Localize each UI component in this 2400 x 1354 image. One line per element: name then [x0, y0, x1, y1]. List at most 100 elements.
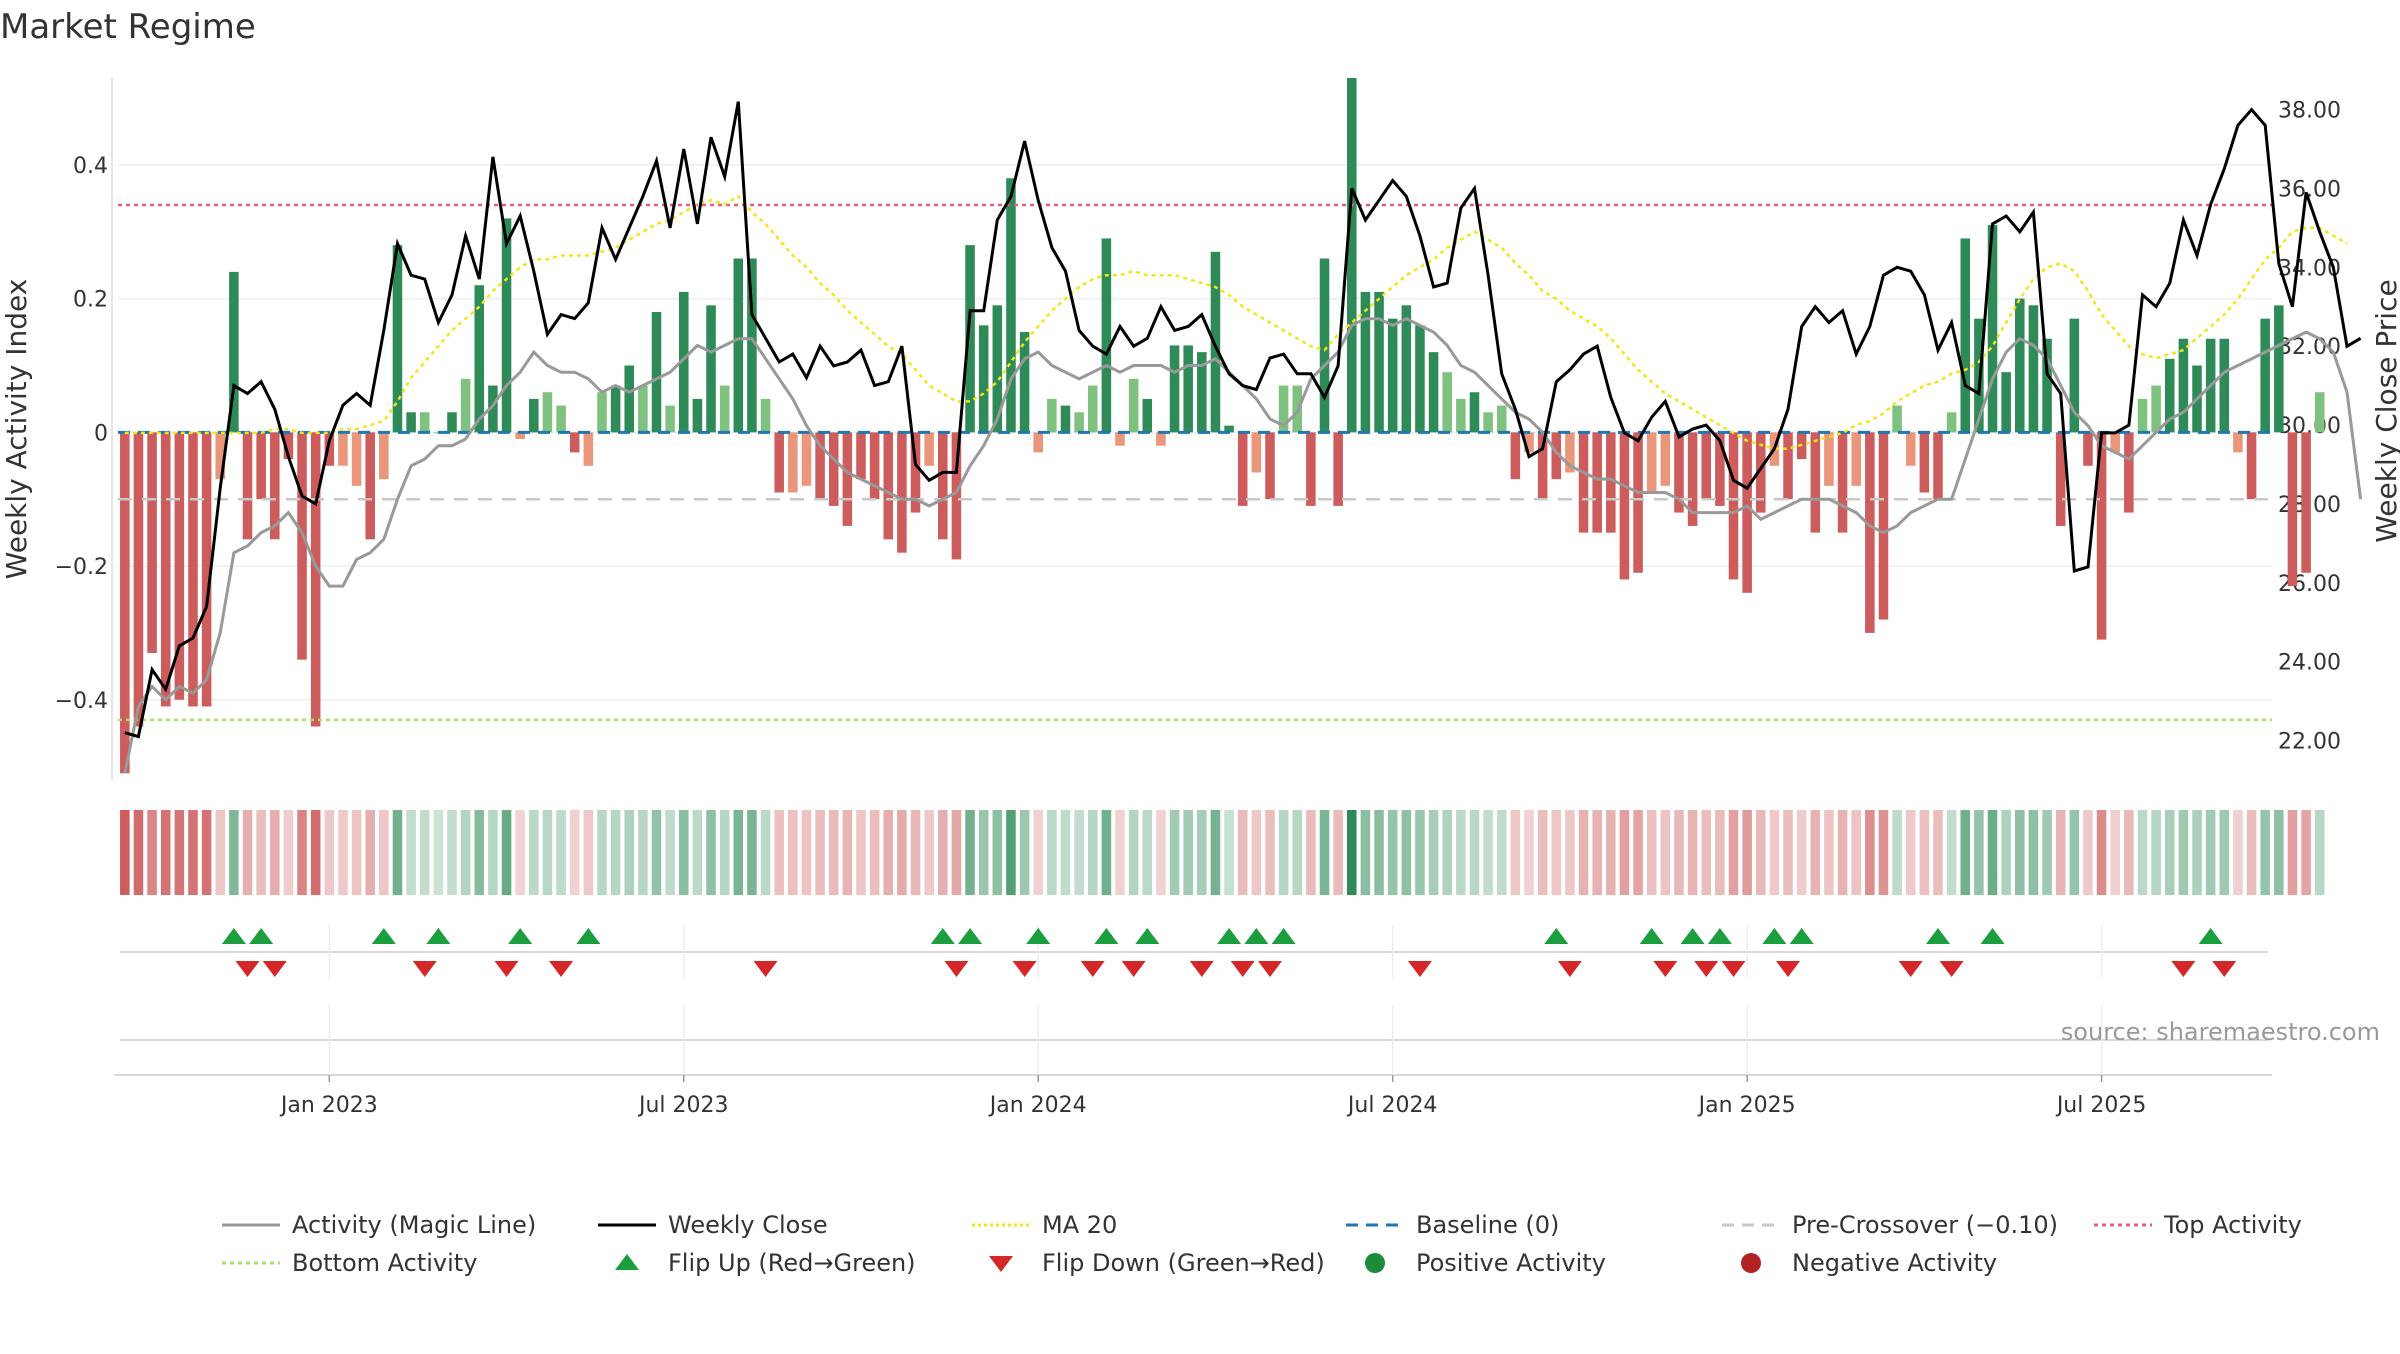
heat-strip-cell [1878, 810, 1889, 895]
main-plot: −0.4−0.200.20.422.0024.0026.0028.0030.00… [0, 78, 2400, 780]
activity-bar [1074, 412, 1084, 433]
flip-down-marker [1189, 961, 1214, 977]
heat-strip-cell [379, 810, 389, 895]
activity-bar [951, 432, 962, 560]
heat-strip-cell [174, 810, 185, 895]
activity-bar [1265, 432, 1275, 500]
activity-bar [651, 312, 662, 433]
activity-bar [869, 432, 880, 500]
heat-strip-cell [1237, 810, 1248, 895]
activity-bar [1237, 432, 1248, 506]
heat-strip-cell [2028, 810, 2039, 895]
activity-bar [1087, 385, 1098, 433]
activity-bar [1401, 305, 1412, 433]
heat-strip-cell [1946, 810, 1957, 895]
heat-strip-cell [2219, 810, 2230, 895]
legend-item: Baseline (0) [1346, 1211, 1559, 1239]
activity-bar [610, 385, 621, 433]
heat-strip-cell [1933, 810, 1943, 895]
flip-down-marker [2171, 961, 2196, 977]
heat-strip-cell [1442, 810, 1452, 895]
activity-bar [1919, 432, 1930, 493]
activity-bar [1101, 238, 1112, 433]
heat-strip-cell [2083, 810, 2093, 895]
flip-down-marker [1557, 961, 1582, 977]
chart-title: Market Regime [0, 7, 256, 47]
heat-strip-cell [747, 810, 757, 895]
heat-strip-cell [815, 810, 825, 895]
activity-bar [120, 432, 130, 774]
x-tick-label: Jul 2024 [1346, 1093, 1438, 1118]
legend-item: MA 20 [972, 1211, 1117, 1239]
heat-strip-cell [801, 810, 812, 895]
heat-strip-cell [842, 810, 853, 895]
heat-strip-cell [1796, 810, 1807, 895]
heat-strip-cell [2137, 810, 2148, 895]
heat-strip-cell [1019, 810, 1030, 895]
heat-strip-cell [665, 810, 675, 895]
heat-strip-cell [2314, 810, 2325, 895]
flip-down-marker [1939, 961, 1964, 977]
heat-strip-cell [1496, 810, 1507, 895]
heat-strip-cell [2055, 810, 2066, 895]
flip-down-marker [1230, 961, 1255, 977]
heat-strip-cell [1197, 810, 1207, 895]
heat-strip-cell [1715, 810, 1725, 895]
heat-strip-cell [924, 810, 934, 895]
activity-bar [2124, 432, 2134, 513]
heat-strip-cell [1674, 810, 1684, 895]
activity-bar [174, 432, 185, 700]
legend-swatch [1741, 1253, 1761, 1273]
heat-strip-cell [2233, 810, 2243, 895]
activity-bar [2015, 298, 2025, 433]
heat-strip-cell [1033, 810, 1043, 895]
flip-up-marker [371, 928, 396, 944]
heat-strip-cell [365, 810, 375, 895]
activity-bar [2246, 432, 2257, 500]
heat-strip-cell [1401, 810, 1412, 895]
heat-strip-cell [1483, 810, 1493, 895]
activity-bar [365, 432, 375, 540]
activity-bar [1619, 432, 1630, 580]
heat-strip-cell [1905, 810, 1916, 895]
heat-strip-cell [1633, 810, 1643, 895]
activity-bar [569, 432, 580, 453]
legend-label: Positive Activity [1416, 1249, 1606, 1277]
y-right-tick-label: 22.00 [2278, 730, 2341, 755]
activity-bar [1810, 432, 1821, 533]
legend-label: Negative Activity [1792, 1249, 1997, 1277]
heat-strip-cell [897, 810, 907, 895]
activity-bar [1156, 432, 1166, 446]
heat-strip-cell [1006, 810, 1016, 895]
flip-up-marker [1271, 928, 1296, 944]
activity-bar [815, 432, 825, 500]
heat-strip-cell [1619, 810, 1630, 895]
activity-bar [2178, 338, 2189, 433]
heat-strip-cell [1074, 810, 1084, 895]
heat-strip-cell [1510, 810, 1521, 895]
heat-strip-cell [120, 810, 130, 895]
heat-strip-cell [1047, 810, 1057, 895]
legend-label: MA 20 [1042, 1211, 1117, 1239]
heat-strip-cell [788, 810, 798, 895]
activity-bar [965, 245, 975, 433]
activity-bar [2069, 318, 2080, 433]
activity-bar [2110, 432, 2120, 453]
heat-strip-cell [692, 810, 703, 895]
heat-strip-cell [2001, 810, 2011, 895]
activity-bar [283, 432, 294, 460]
heat-strip-cell [1278, 810, 1289, 895]
heat-strip-cell [883, 810, 894, 895]
heat-strip-cell [201, 810, 212, 895]
heat-strip-cell [419, 810, 430, 895]
activity-bar [2164, 358, 2175, 433]
legend-item: Top Activity [2094, 1211, 2302, 1239]
activity-bar [706, 305, 716, 433]
activity-bar [1551, 432, 1562, 480]
heat-strip-cell [147, 810, 157, 895]
activity-bar [2028, 305, 2039, 433]
heat-strip-cell [1347, 810, 1357, 895]
activity-bar [1878, 432, 1889, 620]
activity-bar [1469, 392, 1480, 433]
